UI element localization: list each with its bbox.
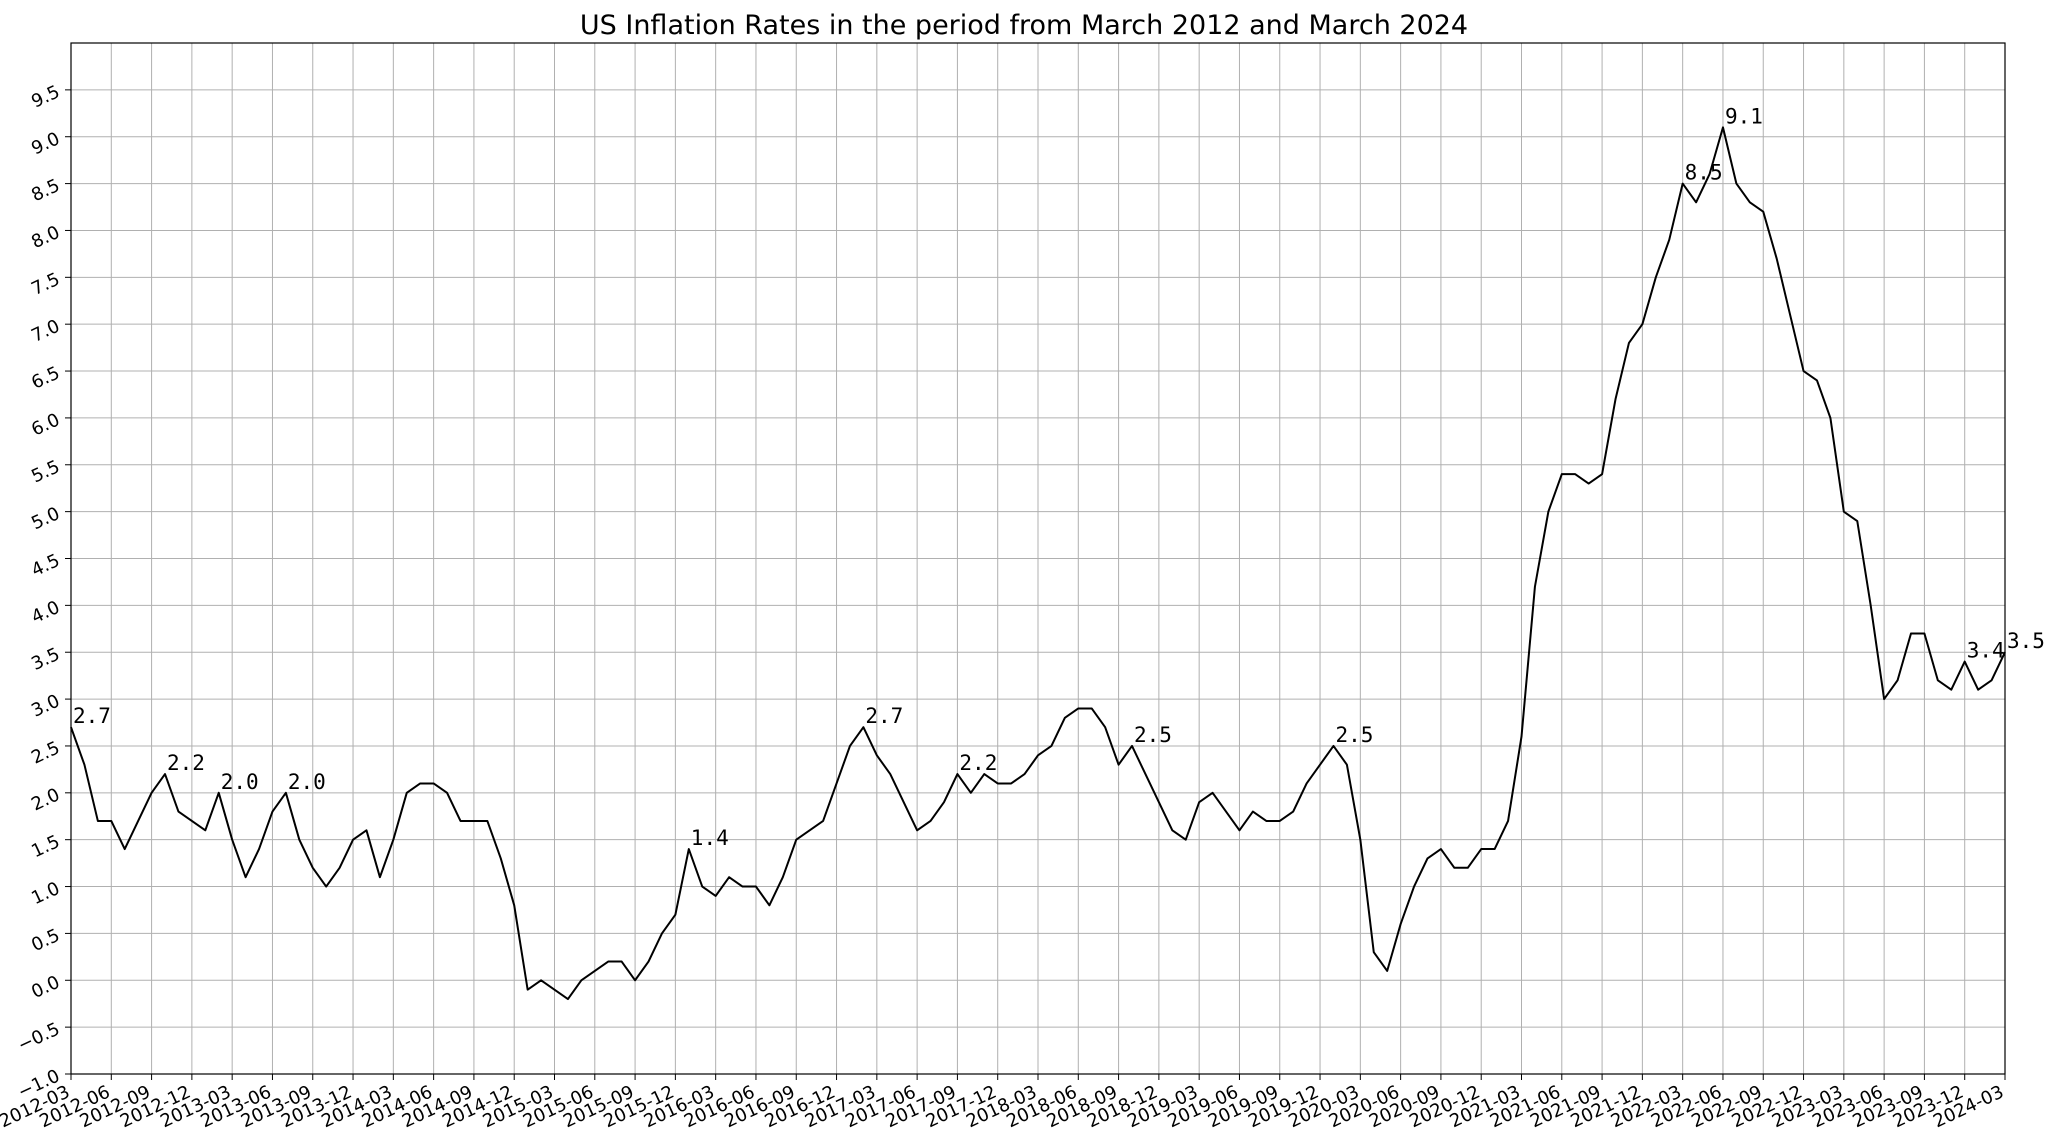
data-label: 2.5	[1134, 723, 1172, 747]
data-label: 9.1	[1725, 104, 1763, 128]
annotations: 2.7 2.2 2.0 2.0 1.4 2.7 2.2 2.5 2.5 8.5 9.1 3.4 3.5	[73, 104, 2045, 850]
data-label: 3.5	[2007, 629, 2045, 653]
data-label: 2.0	[288, 770, 326, 794]
data-label: 2.0	[221, 770, 259, 794]
chart-title: US Inflation Rates in the period from Ma…	[580, 10, 1468, 41]
grid	[70, 43, 2006, 1075]
data-label: 1.4	[691, 826, 729, 850]
data-label: 2.2	[959, 751, 997, 775]
series-layer	[70, 126, 2006, 1001]
data-label: 2.7	[865, 704, 903, 728]
data-label: 3.4	[1967, 639, 2005, 663]
data-label: 2.5	[1335, 723, 1373, 747]
data-label: 8.5	[1685, 161, 1723, 185]
series-line	[70, 126, 2006, 1001]
data-label: 2.2	[167, 751, 205, 775]
data-label: 2.7	[73, 704, 111, 728]
